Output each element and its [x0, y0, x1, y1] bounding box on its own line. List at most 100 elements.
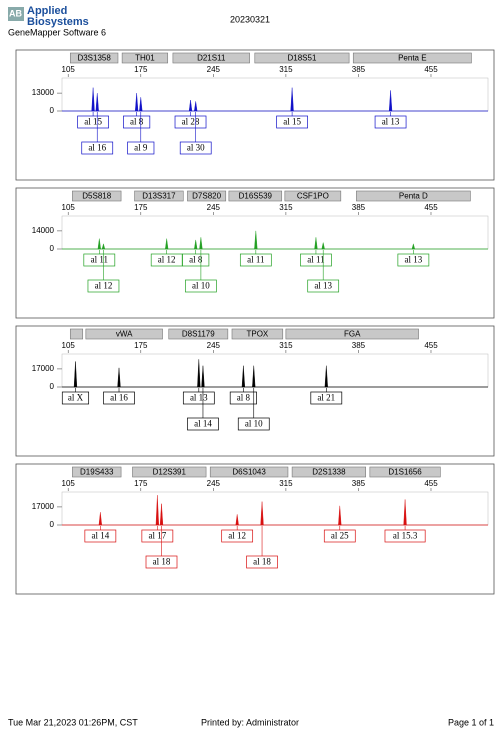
- marker-box: [168, 328, 229, 340]
- marker-box: [231, 328, 284, 340]
- marker-box: [132, 466, 207, 478]
- peak: [194, 239, 198, 250]
- logo: AB Applied Biosystems: [8, 5, 89, 28]
- peak: [98, 512, 102, 526]
- allele-box: [83, 253, 116, 267]
- marker-name: D21S11: [197, 54, 226, 63]
- x-tick-label: 175: [134, 65, 148, 74]
- marker-name: D3S1358: [77, 54, 111, 63]
- x-tick-label: 245: [207, 341, 221, 350]
- allele-label: al 10: [245, 419, 263, 429]
- peak: [91, 87, 95, 112]
- panel-frame: [15, 187, 495, 319]
- x-tick-label: 385: [352, 479, 366, 488]
- allele-label: al 13: [190, 393, 208, 403]
- panel: 105 175 245 315 385 455 0 13000 D3S1358 al 15 al 1…: [15, 49, 495, 181]
- peak: [235, 514, 239, 526]
- marker-name: D12S391: [153, 468, 187, 477]
- peak: [241, 365, 246, 388]
- y-tick-label: 0: [50, 244, 55, 253]
- marker-name: D18S51: [287, 54, 316, 63]
- allele-label: al 14: [91, 531, 109, 541]
- peak: [155, 495, 159, 526]
- marker-box: [85, 328, 163, 340]
- allele-box: [374, 115, 407, 129]
- allele-label: al 21: [317, 393, 335, 403]
- y-tick-label: 14000: [32, 226, 55, 235]
- allele-label: al 8: [130, 117, 144, 127]
- allele-box: [310, 391, 343, 405]
- allele-box: [246, 555, 278, 569]
- allele-box: [307, 279, 340, 293]
- marker-name: D6S1043: [232, 468, 266, 477]
- marker-box: [69, 52, 119, 64]
- x-tick-label: 455: [424, 65, 438, 74]
- allele-box: [229, 391, 257, 405]
- allele-label: al 8: [189, 255, 203, 265]
- x-tick-label: 245: [207, 203, 221, 212]
- marker-name: CSF1PO: [297, 192, 329, 201]
- marker-box: [121, 52, 169, 64]
- peak: [194, 101, 198, 112]
- allele-box: [300, 253, 332, 267]
- x-tick-label: 105: [62, 65, 76, 74]
- peak: [139, 97, 143, 112]
- x-tick-label: 315: [279, 341, 293, 350]
- marker-name: TPOX: [246, 330, 268, 339]
- allele-box: [81, 141, 114, 155]
- panel-frame: [15, 49, 495, 181]
- peak: [73, 361, 78, 388]
- allele-box: [174, 115, 207, 129]
- x-tick-label: 315: [279, 65, 293, 74]
- allele-box: [84, 529, 117, 543]
- allele-box: [384, 529, 426, 543]
- allele-label: al 11: [247, 255, 264, 265]
- peak: [101, 243, 106, 250]
- brand-line: Biosystems: [27, 16, 89, 28]
- marker-name: FGA: [344, 330, 361, 339]
- allele-label: al 15: [283, 117, 301, 127]
- allele-label: al 28: [182, 117, 200, 127]
- marker-box: [228, 190, 283, 202]
- allele-box: [141, 529, 174, 543]
- marker-name: D8S1179: [182, 330, 215, 339]
- allele-box: [103, 391, 135, 405]
- x-tick-label: 105: [62, 203, 76, 212]
- peak: [201, 365, 205, 388]
- allele-label: al 16: [110, 393, 128, 403]
- allele-label: al 11: [91, 255, 108, 265]
- peak: [197, 359, 201, 388]
- software-name: GeneMapper Software 6: [8, 27, 106, 37]
- allele-box: [276, 115, 308, 129]
- peak: [314, 237, 318, 250]
- y-tick-label: 13000: [32, 88, 55, 97]
- peak: [135, 93, 139, 112]
- x-tick-label: 175: [134, 341, 148, 350]
- panel: 105 175 245 315 385 455 0 17000 al X vWA al 16 D8S1…: [15, 325, 495, 457]
- allele-label: al 18: [153, 557, 171, 567]
- y-tick-label: 17000: [32, 364, 55, 373]
- peak: [188, 99, 193, 112]
- marker-box: [69, 328, 84, 340]
- brand-line: Applied: [27, 5, 67, 17]
- peak: [254, 230, 258, 250]
- marker-name: D16S539: [239, 192, 273, 201]
- allele-label: al 16: [88, 143, 106, 153]
- marker-name: D2S1338: [312, 468, 346, 477]
- allele-box: [397, 253, 430, 267]
- marker-box: [284, 190, 342, 202]
- marker-box: [187, 190, 227, 202]
- x-tick-label: 455: [424, 203, 438, 212]
- allele-box: [221, 529, 254, 543]
- allele-box: [237, 417, 270, 431]
- allele-label: al 15: [84, 117, 102, 127]
- allele-box: [185, 279, 217, 293]
- panel: 105 175 245 315 385 455 0 14000 D5S818 al 11 al 12…: [15, 187, 495, 319]
- marker-box: [291, 466, 366, 478]
- allele-label: al 12: [228, 531, 246, 541]
- marker-name: Penta E: [398, 54, 426, 63]
- marker-box: [352, 52, 472, 64]
- allele-box: [179, 141, 212, 155]
- marker-name: D13S317: [142, 192, 176, 201]
